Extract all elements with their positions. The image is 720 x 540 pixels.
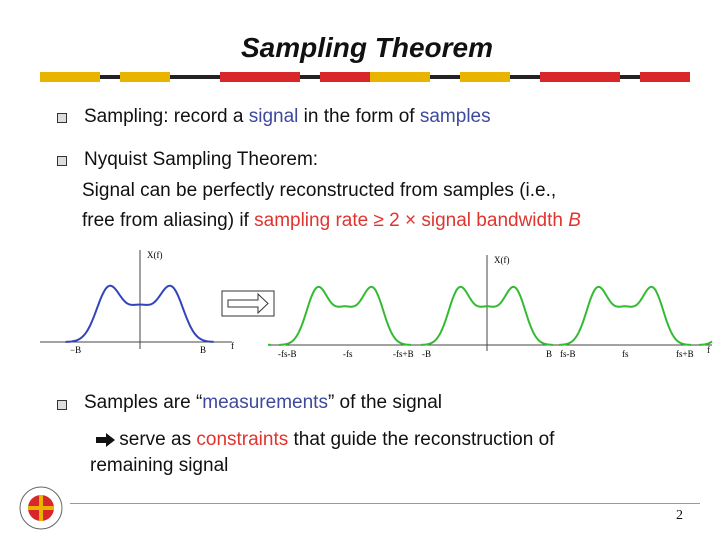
text: B	[568, 210, 581, 231]
spectrum	[421, 285, 553, 346]
axis-label: X(f)	[494, 255, 510, 265]
bullet-text: Sampling: record a signal in the form of…	[84, 106, 491, 128]
arrow	[227, 292, 269, 315]
tick-label: −B	[70, 345, 81, 355]
bullet-text: Nyquist Sampling Theorem:	[84, 149, 319, 170]
text: in the form of	[298, 106, 420, 127]
footer-rule	[70, 503, 700, 504]
title: Sampling Theorem	[240, 32, 494, 63]
spectrum	[559, 285, 691, 346]
spectrum	[699, 340, 713, 346]
tick-label: -fs-B	[278, 349, 297, 359]
axis-label: f	[707, 345, 710, 355]
text: Signal can be perfectly reconstructed fr…	[82, 180, 562, 201]
text: constraints	[196, 429, 289, 450]
bullet	[57, 156, 67, 166]
text: serve as constraints that guide the reco…	[114, 429, 554, 451]
text: sampling rate ≥ 2 × signal bandwidth	[254, 210, 569, 231]
spectrum	[279, 285, 411, 346]
text: that guide the reconstruction of	[288, 429, 555, 450]
text: measurements	[202, 392, 328, 413]
text: free from aliasing) if	[82, 210, 255, 231]
tick-label: B	[200, 345, 206, 355]
tick-label: fs	[622, 349, 629, 359]
tick-label: -B	[422, 349, 431, 359]
text: samples	[419, 106, 491, 127]
tick-label: -fs	[343, 349, 353, 359]
tick-label: B	[546, 349, 552, 359]
text: ” of the signal	[327, 392, 443, 413]
bullet	[57, 113, 67, 123]
bullet	[57, 400, 67, 410]
text: remaining signal	[90, 455, 229, 476]
text: Sampling: record a	[84, 106, 249, 127]
figure: X(f) −B B f X(f) -fs-B -fs -fs+B -B B fs…	[40, 250, 713, 359]
tick-label: -fs+B	[393, 349, 414, 359]
text: free from aliasing) if sampling rate ≥ 2…	[82, 210, 581, 232]
flag-band	[40, 72, 690, 82]
logo	[19, 486, 63, 530]
arrow-icon	[96, 433, 115, 447]
text: Samples are “	[84, 392, 203, 413]
tick-label: fs-B	[560, 349, 576, 359]
text: serve as	[114, 429, 197, 450]
axis-label: X(f)	[147, 250, 163, 260]
spectrum	[65, 284, 214, 343]
tick-label: fs+B	[676, 349, 694, 359]
axis-label: f	[231, 341, 234, 351]
bullet-text: Samples are “measurements” of the signal	[84, 392, 442, 414]
page-number: 2	[676, 508, 683, 523]
text: signal	[248, 106, 299, 127]
